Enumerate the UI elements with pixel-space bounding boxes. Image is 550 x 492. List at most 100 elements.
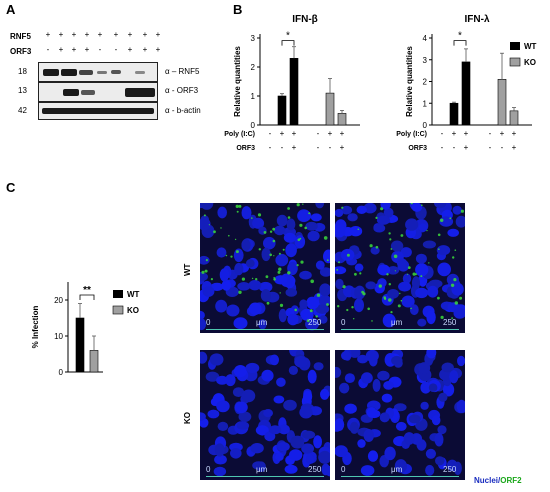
orf3-sign-0-5: + <box>340 143 345 152</box>
scale-bar <box>341 329 459 330</box>
y-tick-label-1-0: 0 <box>423 121 428 130</box>
sig-bracket-0 <box>281 40 295 46</box>
y-tick-label-1-2: 2 <box>423 78 428 87</box>
legend-wt-swatch <box>510 42 520 50</box>
y-tick-label-0-2: 2 <box>251 63 256 72</box>
poly-sign-0-2: + <box>292 129 297 138</box>
poly-sign-0-4: + <box>328 129 333 138</box>
legend-wt-label: WT <box>524 42 537 51</box>
ladder-13: 13 <box>18 86 27 95</box>
y-tick-label-1-3: 3 <box>423 56 428 65</box>
poly-sign-1-5: + <box>512 129 517 138</box>
orf3-sign-1-5: + <box>512 143 517 152</box>
blot-rnf5 <box>38 62 158 82</box>
blot-orf3 <box>38 82 158 102</box>
panel-c-letter: C <box>6 180 16 195</box>
y-axis-label-1: Relative quantities <box>405 46 414 117</box>
y-axis-label-0: Relative quantities <box>233 46 242 117</box>
micrograph-cells <box>335 203 465 328</box>
caption-nuclei: Nuclei/ <box>474 476 501 485</box>
ladder-42: 42 <box>18 106 27 115</box>
blot-label-actin: α - b-actin <box>165 106 201 115</box>
y-tick-label-1-4: 4 <box>423 34 428 43</box>
poly-row-label-0: Poly (I:C) <box>224 131 255 138</box>
orf3-row-label-b-1: ORF3 <box>408 145 427 152</box>
orf3-sign-0-2: + <box>292 143 297 152</box>
sign-orf3-4: - <box>98 45 102 54</box>
c-sig-bracket <box>79 294 95 300</box>
sign-rnf5-1: + <box>58 30 64 39</box>
orf3-sign-1-2: + <box>464 143 469 152</box>
scale-unit: μm <box>391 318 403 327</box>
scale-start: 0 <box>206 465 211 474</box>
orf3-sign-1-1: - <box>453 143 456 152</box>
c-bar-ko <box>89 350 99 373</box>
orf3-sign-1-0: - <box>441 143 444 152</box>
bar-ko-poly-orf3-1 <box>509 110 519 126</box>
sign-orf3-7: + <box>142 45 148 54</box>
panel-c-chart: % Infection 0 10 20 ** WT KO <box>31 282 140 377</box>
c-legend-ko-label: KO <box>127 306 139 315</box>
sign-orf3-0: - <box>46 45 50 54</box>
scale-start: 0 <box>341 465 346 474</box>
chart-title-1: IFN-λ <box>465 14 490 25</box>
bar-ko-poly-1 <box>497 79 507 126</box>
orf3-row-label: ORF3 <box>10 47 32 56</box>
blot-label-rnf5: α – RNF5 <box>165 67 200 76</box>
legend-ko-swatch <box>509 57 521 67</box>
micrograph-wt-2: 0 μm 250 <box>335 203 465 333</box>
c-y-tick-label-2: 20 <box>54 296 63 305</box>
sign-rnf5-3: + <box>84 30 90 39</box>
c-legend-wt-label: WT <box>127 290 140 299</box>
poly-sign-0-0: - <box>269 129 272 138</box>
micrograph-wt-1: 0 μm 250 <box>200 203 330 333</box>
micrograph-cells <box>200 203 330 331</box>
panel-b-charts: IFN-β Relative quantities 0 1 2 3 * Poly (I:C) O… <box>224 14 537 152</box>
blot-actin <box>38 102 158 120</box>
scale-bar <box>341 476 459 477</box>
orf3-sign-0-0: - <box>269 143 272 152</box>
rnf5-row-label: RNF5 <box>10 32 31 41</box>
bar-wt-poly-orf3-0 <box>289 57 299 126</box>
scale-unit: μm <box>256 318 268 327</box>
poly-sign-1-1: + <box>452 129 457 138</box>
row-label-ko: KO <box>183 412 192 424</box>
y-tick-label-0-3: 3 <box>251 34 256 43</box>
c-legend-ko-swatch <box>112 305 124 315</box>
scale-end: 250 <box>443 465 457 474</box>
sign-rnf5-4: + <box>97 30 103 39</box>
sign-orf3-1: + <box>58 45 64 54</box>
scale-bar <box>206 329 324 330</box>
poly-sign-1-2: + <box>464 129 469 138</box>
ladder-18: 18 <box>18 67 27 76</box>
poly-sign-1-4: + <box>500 129 505 138</box>
bar-ko-poly-0 <box>325 92 335 126</box>
sig-bracket-1 <box>453 40 467 46</box>
sign-rnf5-0: + <box>45 30 51 39</box>
c-bar-wt <box>75 317 85 373</box>
sign-rnf5-2: + <box>71 30 77 39</box>
scale-end: 250 <box>443 318 457 327</box>
scale-end: 250 <box>308 465 322 474</box>
panel-a-letter: A <box>6 2 16 17</box>
sig-star-0: * <box>286 31 290 42</box>
poly-sign-1-0: - <box>441 129 444 138</box>
micrograph-cells <box>200 350 330 477</box>
sign-rnf5-6: + <box>127 30 133 39</box>
scale-end: 250 <box>308 318 322 327</box>
c-y-tick-label-1: 10 <box>54 332 63 341</box>
poly-row-label-1: Poly (I:C) <box>396 131 427 138</box>
row-label-wt: WT <box>183 263 192 276</box>
y-tick-label-0-0: 0 <box>251 121 256 130</box>
micrograph-caption: Nuclei/ORF2 <box>474 476 522 485</box>
sign-rnf5-8: + <box>155 30 161 39</box>
poly-sign-0-3: - <box>317 129 320 138</box>
orf3-sign-0-3: - <box>317 143 320 152</box>
sign-rnf5-7: + <box>142 30 148 39</box>
sign-orf3-6: + <box>127 45 133 54</box>
orf3-sign-1-3: - <box>489 143 492 152</box>
poly-sign-1-3: - <box>489 129 492 138</box>
blot-label-orf3: α - ORF3 <box>165 86 199 95</box>
scale-start: 0 <box>206 318 211 327</box>
scale-unit: μm <box>391 465 403 474</box>
